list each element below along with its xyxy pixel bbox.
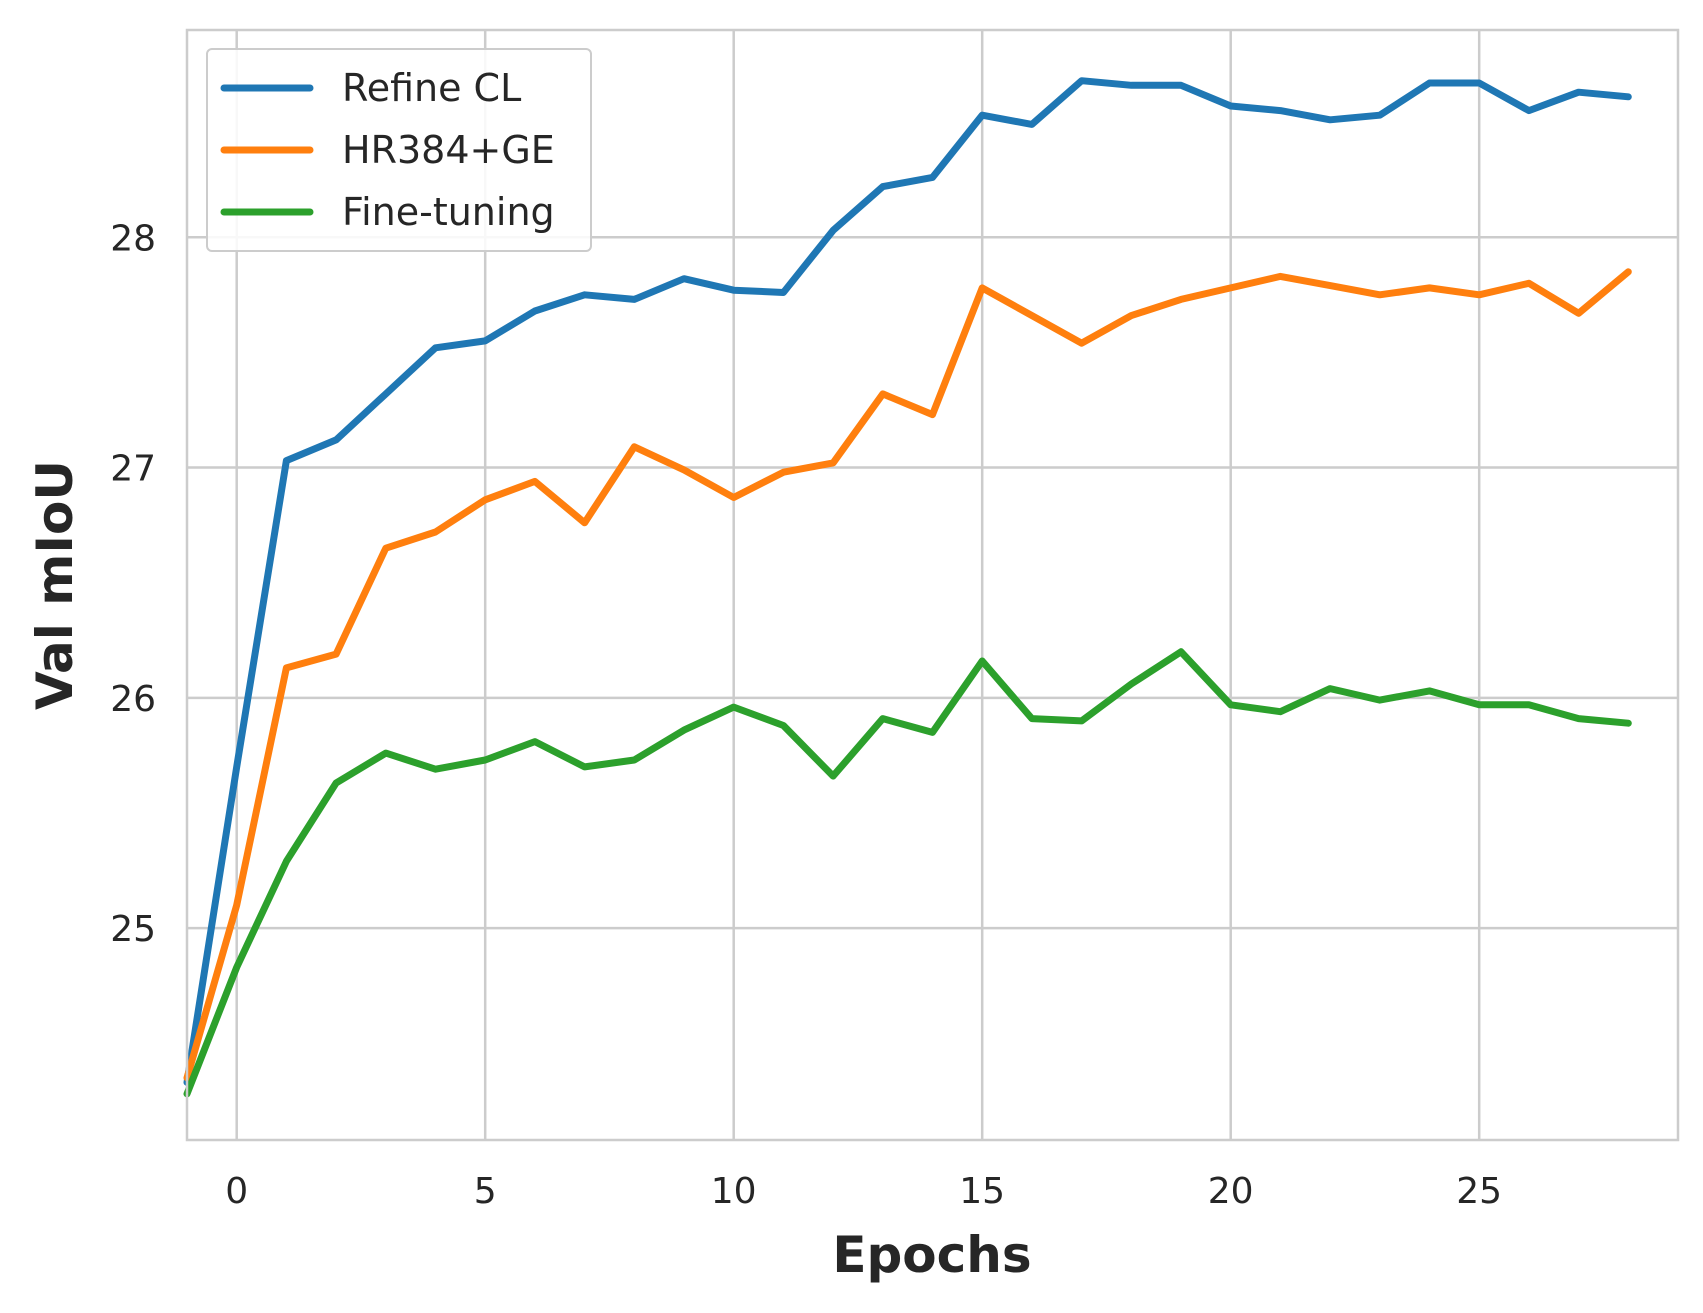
x-axis-title: Epochs <box>832 1226 1031 1284</box>
x-tick-label: 20 <box>1208 1171 1254 1212</box>
series-line-refine-cl <box>183 77 1632 1086</box>
x-tick-label: 5 <box>474 1171 497 1212</box>
series-line-fine-tuning <box>183 648 1632 1098</box>
legend-label: Fine-tuning <box>342 190 555 234</box>
series-lines <box>183 77 1632 1098</box>
y-axis-title: Val mIoU <box>26 460 84 710</box>
plot-frame <box>185 28 1680 1142</box>
y-tick-label: 28 <box>110 218 156 259</box>
legend-box <box>206 48 592 252</box>
legend-label: HR384+GE <box>342 128 555 172</box>
x-tick-label: 15 <box>959 1171 1005 1212</box>
y-tick-label: 26 <box>110 679 156 720</box>
x-tick-label: 25 <box>1456 1171 1502 1212</box>
y-tick-label: 27 <box>110 449 156 490</box>
x-tick-label: 0 <box>225 1171 248 1212</box>
legend-label: Refine CL <box>342 66 521 110</box>
grid <box>187 30 1678 1140</box>
y-tick-labels: 25 26 27 28 <box>110 218 156 950</box>
legend: Refine CL HR384+GE Fine-tuning <box>206 48 592 252</box>
y-tick-label: 25 <box>110 909 156 950</box>
series-line-hr384-ge <box>183 268 1632 1082</box>
x-tick-label: 10 <box>711 1171 757 1212</box>
x-tick-labels: 0 5 10 15 20 25 <box>225 1171 1502 1212</box>
